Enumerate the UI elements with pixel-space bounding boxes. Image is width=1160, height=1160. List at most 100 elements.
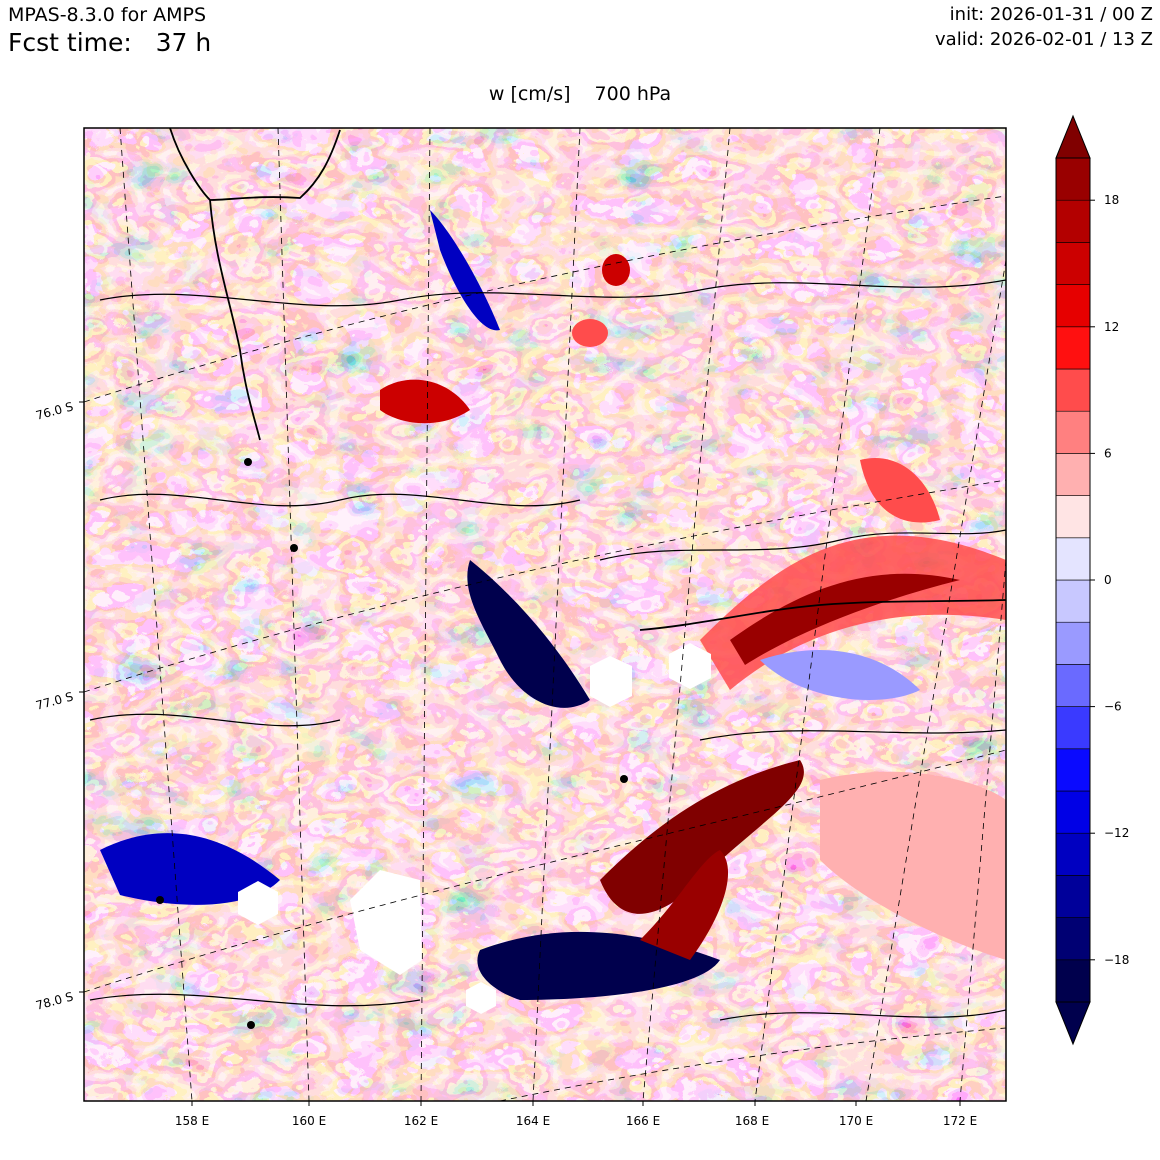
colorbar-bin bbox=[1055, 495, 1091, 539]
colorbar-bin bbox=[1055, 621, 1091, 665]
colorbar-bin bbox=[1055, 368, 1091, 412]
map-title: w [cm/s] 700 hPa bbox=[0, 83, 1160, 105]
colorbar-bin bbox=[1055, 875, 1091, 918]
colorbar-bin bbox=[1055, 959, 1091, 1003]
colorbar-bin bbox=[1055, 242, 1091, 285]
lon-label: 158 E bbox=[175, 1114, 209, 1128]
missing-data-hex bbox=[238, 881, 278, 925]
parallel-line bbox=[499, 1027, 1006, 1101]
positive-patch-east bbox=[860, 458, 940, 523]
lon-axis: 158 E 160 E 162 E 164 E 166 E 168 E 170 … bbox=[175, 1101, 977, 1128]
colorbar-bin bbox=[1055, 790, 1091, 834]
missing-data-hex bbox=[590, 656, 632, 707]
colorbar-bin bbox=[1055, 748, 1091, 792]
colorbar-tick-label: 6 bbox=[1104, 446, 1112, 460]
positive-spot bbox=[602, 254, 630, 286]
lon-label: 160 E bbox=[292, 1114, 326, 1128]
map-frame bbox=[83, 127, 1007, 1102]
contours bbox=[89, 279, 1006, 1021]
lon-label: 168 E bbox=[735, 1114, 769, 1128]
colorbar-bin bbox=[1055, 579, 1091, 623]
contour-line bbox=[699, 729, 1006, 741]
station-dot bbox=[156, 896, 164, 904]
missing-data-hex bbox=[466, 982, 496, 1014]
lon-label: 164 E bbox=[516, 1114, 550, 1128]
colorbar-bin bbox=[1055, 284, 1091, 328]
lat-label: 77.0 S bbox=[34, 689, 74, 712]
meridian-line bbox=[959, 559, 1006, 1101]
colorbar-bins bbox=[1055, 157, 1091, 1003]
colorbar-bin bbox=[1055, 410, 1091, 454]
colorbar-tick-label: 18 bbox=[1104, 193, 1119, 207]
colorbar-bin bbox=[1055, 664, 1091, 707]
colorbar-bin bbox=[1055, 537, 1091, 581]
forecast-time-label: Fcst time: bbox=[8, 28, 132, 57]
lon-label: 172 E bbox=[943, 1114, 977, 1128]
positive-spot-2 bbox=[572, 319, 608, 347]
lon-label: 162 E bbox=[404, 1114, 438, 1128]
init-time: init: 2026-01-31 / 00 Z bbox=[949, 4, 1153, 25]
colorbar-tick-label: −12 bbox=[1104, 826, 1129, 840]
lon-label: 170 E bbox=[839, 1114, 873, 1128]
colorbar-bin bbox=[1055, 157, 1091, 201]
colorbar: 18 12 6 0 −6 −12 −18 bbox=[1055, 114, 1129, 1046]
parallel-line bbox=[84, 749, 1006, 993]
negative-band-south bbox=[477, 931, 720, 1000]
contour-line bbox=[89, 993, 421, 1007]
positive-band-se bbox=[600, 760, 804, 914]
negative-patch-west bbox=[100, 833, 280, 905]
colorbar-bin bbox=[1055, 326, 1091, 370]
meridian-line bbox=[754, 128, 881, 1101]
positive-band-se-2 bbox=[640, 850, 729, 960]
valid-time: valid: 2026-02-01 / 13 Z bbox=[935, 29, 1153, 50]
graticule bbox=[84, 128, 1006, 1101]
station-dot bbox=[247, 1021, 255, 1029]
colorbar-tick-label: −18 bbox=[1104, 953, 1129, 967]
colorbar-tick-label: 0 bbox=[1104, 573, 1112, 587]
ice-shelf-edge bbox=[639, 599, 1006, 631]
colorbar-bin bbox=[1055, 832, 1091, 876]
colorbar-bin bbox=[1055, 917, 1091, 961]
missing-data-hex bbox=[669, 643, 711, 689]
positive-patch-north bbox=[380, 379, 470, 424]
level-label: 700 hPa bbox=[594, 83, 672, 105]
forecast-time: Fcst time: 37 h bbox=[8, 28, 211, 57]
missing-data-hex bbox=[350, 870, 422, 975]
lon-label: 166 E bbox=[626, 1114, 660, 1128]
field-plot bbox=[84, 128, 1006, 1101]
colorbar-extend-low bbox=[1055, 1001, 1091, 1046]
colorbar-extend-high bbox=[1055, 114, 1091, 159]
meridian-line bbox=[277, 128, 310, 1101]
contour-line bbox=[99, 493, 581, 507]
station-dot bbox=[620, 775, 628, 783]
negative-streak-north bbox=[430, 210, 500, 331]
light-positive-se bbox=[820, 771, 1006, 960]
colorbar-tick-label: 12 bbox=[1104, 320, 1119, 334]
colorbar-bin bbox=[1055, 453, 1091, 496]
coastline bbox=[169, 128, 341, 441]
meridian-line bbox=[642, 128, 731, 1101]
colorbar-bin bbox=[1055, 706, 1091, 750]
lat-axis: 76.0 S 77.0 S 78.0 S bbox=[34, 399, 84, 1013]
forecast-time-value: 37 h bbox=[155, 28, 212, 57]
contour-line bbox=[89, 713, 341, 727]
colorbar-tick-label: −6 bbox=[1104, 700, 1122, 714]
lat-label: 76.0 S bbox=[34, 399, 74, 422]
lat-label: 78.0 S bbox=[34, 989, 74, 1012]
station-dot bbox=[290, 544, 298, 552]
positive-band-east-core bbox=[730, 573, 960, 665]
variable-label: w [cm/s] bbox=[488, 83, 571, 105]
contour-line bbox=[599, 529, 1006, 561]
station-dot bbox=[244, 458, 252, 466]
colorbar-bin bbox=[1055, 199, 1091, 243]
contour-line bbox=[719, 1009, 1006, 1021]
meridian-line bbox=[532, 128, 581, 1101]
negative-broad-east bbox=[760, 650, 920, 700]
colorbar-ticks: 18 12 6 0 −6 −12 −18 bbox=[1090, 193, 1129, 967]
contour-line bbox=[99, 279, 1006, 307]
meridian-line bbox=[420, 128, 431, 1101]
negative-band-central bbox=[467, 560, 590, 708]
meridian-line bbox=[119, 128, 193, 1101]
model-name: MPAS-8.3.0 for AMPS bbox=[8, 4, 207, 26]
